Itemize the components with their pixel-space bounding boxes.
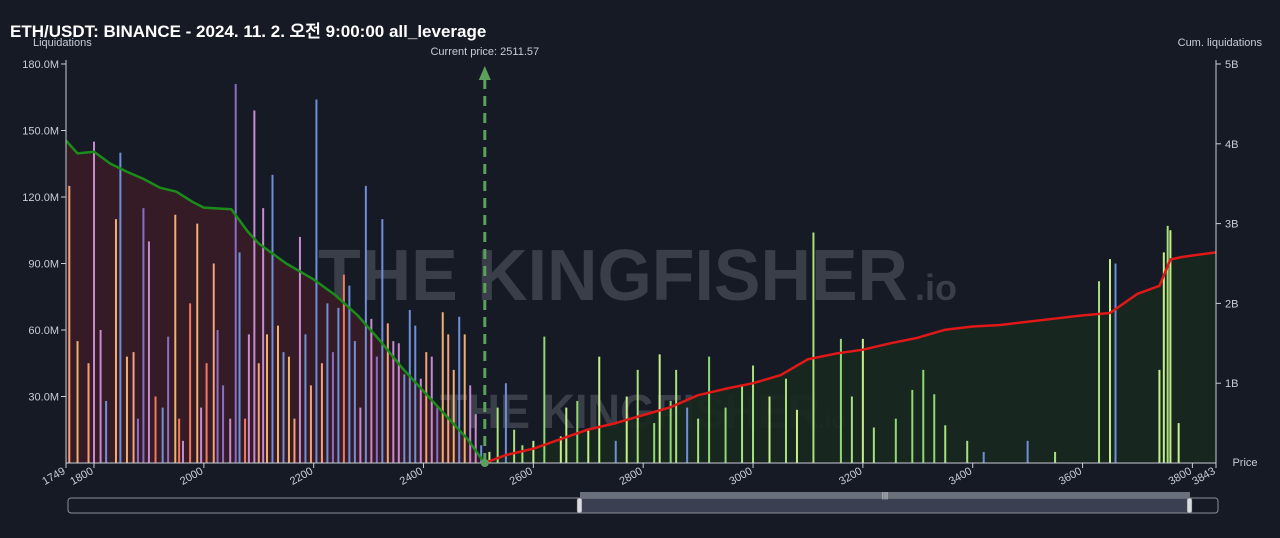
y-tick-label: 180.0M: [22, 59, 59, 71]
short-cumulative-area: [66, 140, 485, 463]
y2-tick-label: 1B: [1225, 378, 1238, 390]
current-price-label: Current price: 2511.57: [430, 46, 539, 58]
current-price-marker: Current price: 2511.57: [430, 46, 539, 467]
x-tick-label: 2200: [288, 465, 315, 488]
x-tick-label: 2000: [178, 465, 205, 488]
x-tick-label: 1749: [40, 465, 67, 488]
range-scrollbar[interactable]: |||: [67, 491, 1219, 514]
chart-title: ETH/USDT: BINANCE - 2024. 11. 2. 오전 9:00…: [10, 22, 487, 41]
x-tick-label: 2800: [617, 465, 644, 488]
long-cumulative-area: [484, 252, 1216, 463]
scrollbar-left-handle[interactable]: [576, 497, 583, 514]
watermark-text-large: THE KINGFISHER: [318, 236, 908, 316]
watermark-suffix-large: .io: [915, 267, 957, 308]
scrollbar-selected-range[interactable]: [579, 497, 1191, 514]
y-tick-label: 120.0M: [22, 192, 59, 204]
x-tick-label: 1800: [68, 465, 95, 488]
y2-tick-label: 5B: [1225, 59, 1238, 71]
y2-axis-title: Cum. liquidations: [1178, 37, 1263, 49]
x-tick-label: 3000: [727, 465, 754, 488]
long-cumulative-line: [484, 251, 1216, 465]
x-tick-label: 3800: [1167, 465, 1194, 488]
x-tick-label: 3400: [947, 465, 974, 488]
current-price-dot: [480, 459, 489, 467]
current-price-arrow: [478, 66, 491, 80]
y-tick-label: 90.0M: [28, 259, 59, 271]
x-tick-label: 3600: [1057, 465, 1084, 488]
y2-tick-label: 4B: [1225, 139, 1238, 151]
scrollbar-grip-icon[interactable]: |||: [882, 491, 888, 500]
y-tick-label: 60.0M: [28, 325, 59, 337]
y2-tick-label: 2B: [1225, 298, 1238, 310]
x-tick-label: 2400: [398, 465, 425, 488]
y-tick-label: 30.0M: [28, 392, 59, 404]
short-cumulative-line: [66, 139, 486, 464]
x-tick-label: 2600: [508, 465, 535, 488]
y-axis-title: Liquidations: [33, 37, 92, 49]
scrollbar-right-handle[interactable]: [1186, 497, 1193, 514]
y-tick-label: 150.0M: [22, 126, 59, 138]
x-tick-label: 3843: [1190, 465, 1217, 488]
x-tick-label: 3200: [837, 465, 864, 488]
x-axis-title: Price: [1232, 457, 1257, 469]
y2-tick-label: 3B: [1225, 219, 1238, 231]
scrollbar-grip[interactable]: [580, 492, 1190, 498]
